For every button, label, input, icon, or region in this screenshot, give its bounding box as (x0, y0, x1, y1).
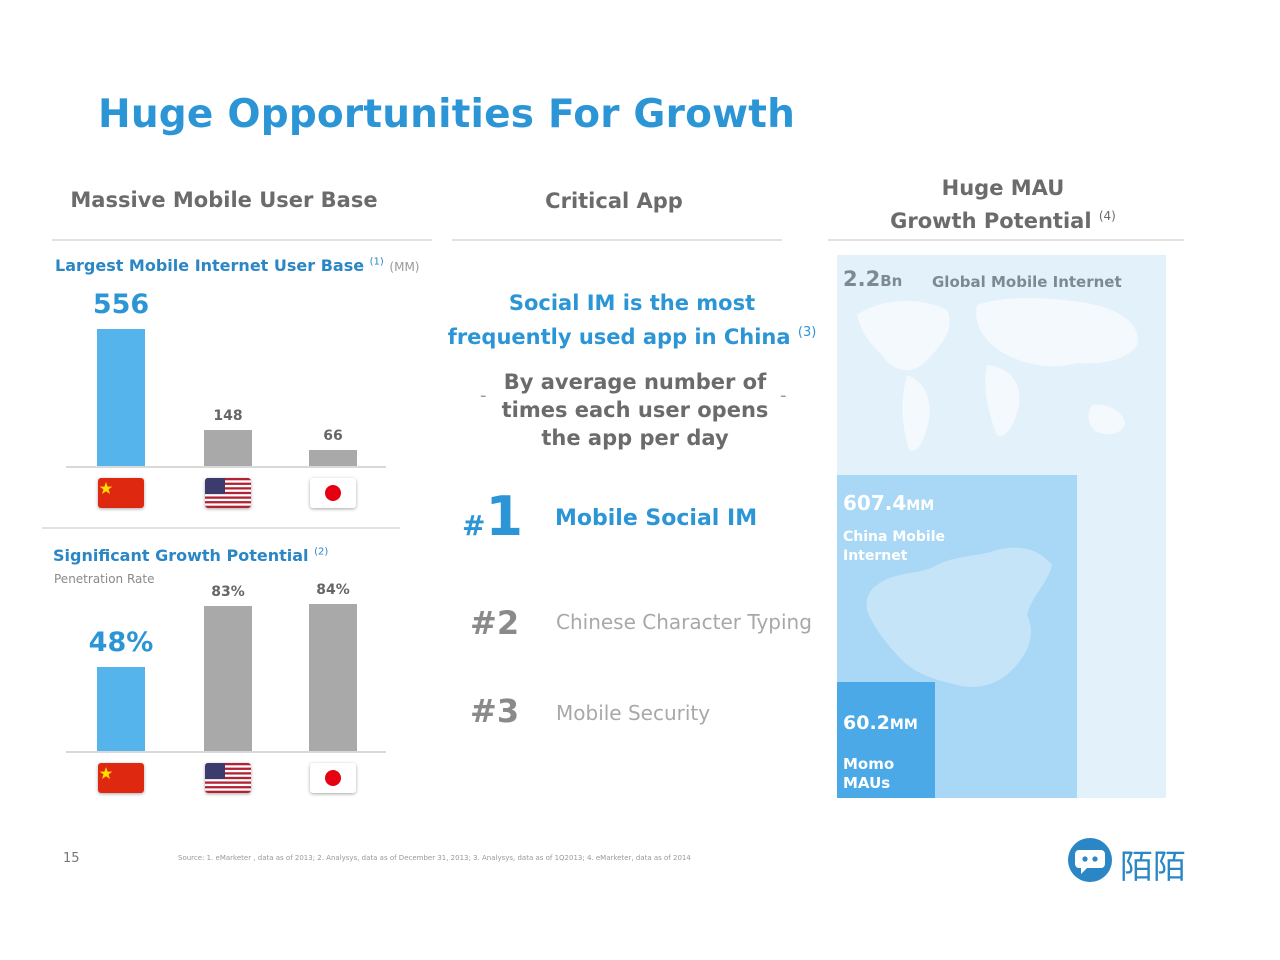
rank-2-label: Chinese Character Typing (556, 610, 812, 634)
rank-3: #3 (470, 692, 520, 730)
bar-usa (204, 606, 252, 751)
chart-baseline (66, 751, 386, 753)
rank-3-label: Mobile Security (556, 701, 711, 725)
global-value: 2.2Bn (843, 267, 903, 291)
momo-logo-text: 陌陌 (1120, 847, 1186, 886)
world-map-graphic (857, 298, 1138, 451)
col1-heading: Massive Mobile User Base (70, 188, 378, 212)
chart-section-divider (42, 527, 400, 529)
headline-line1: Social IM is the most (508, 291, 756, 315)
japan-flag-icon (310, 763, 356, 793)
col3-heading: Huge MAU Growth Potential (4) (830, 174, 1176, 235)
chart2-title: Significant Growth Potential (2) (53, 546, 329, 565)
china-flag-icon (98, 478, 144, 508)
chart2-subtitle: Penetration Rate (54, 572, 155, 586)
china-value: 607.4MM (843, 491, 935, 515)
china-label: China Mobile Internet (843, 529, 945, 564)
momo-maus-box: 60.2MM Momo MAUs (837, 682, 935, 798)
chart1-user-base: 556 148 66 (0, 0, 386, 508)
rank-1-hash: # (462, 509, 486, 542)
col3-heading-line2: Growth Potential (4) (890, 209, 1116, 233)
dash-right: - (780, 385, 787, 406)
footnote-marker: (1) (369, 256, 384, 268)
source-footnote: Source: 1. eMarketer , data as of 2013; … (178, 854, 691, 862)
china-flag-icon (98, 763, 144, 793)
footnote-marker: (2) (314, 546, 329, 558)
dash-left: - (480, 385, 487, 406)
chart1-title: Largest Mobile Internet User Base (1) (M… (55, 256, 420, 275)
bar-china (97, 667, 145, 751)
usa-flag-icon (205, 478, 251, 508)
page-number: 15 (63, 851, 80, 866)
chart1-unit: (MM) (389, 260, 420, 274)
momo-label: Momo MAUs (843, 755, 895, 792)
rank-1: #1 (462, 488, 523, 546)
usa-flag-icon (205, 763, 251, 793)
momo-logo-icon (1068, 838, 1112, 882)
subtext-line2: times each user opens (501, 398, 769, 422)
col3-divider (828, 239, 1184, 241)
subtext-line1: By average number of (503, 370, 767, 394)
slide-title: Huge Opportunities For Growth (98, 92, 796, 137)
global-label: Global Mobile Internet (932, 273, 1122, 291)
china-map-graphic (866, 547, 1052, 687)
headline-line2: frequently used app in China (3) (447, 325, 817, 349)
value-label-usa: 83% (211, 584, 245, 600)
rank-1-number: 1 (485, 485, 524, 548)
japan-flag-icon (310, 478, 356, 508)
rank-2: #2 (470, 604, 520, 642)
bar-japan (309, 450, 357, 466)
chart-baseline (66, 466, 386, 468)
value-label-usa: 148 (213, 408, 243, 424)
momo-value: 60.2MM (843, 712, 918, 734)
value-label-china: 556 (92, 289, 150, 320)
bar-china (97, 329, 145, 466)
col2-divider (452, 239, 782, 241)
bar-usa (204, 430, 252, 466)
critical-app-headline: Social IM is the most frequently used ap… (440, 289, 824, 352)
rank-1-label: Mobile Social IM (555, 506, 758, 531)
chart2-penetration: 48% 83% 84% (0, 0, 386, 793)
col2-heading: Critical App (545, 189, 683, 213)
footnote-marker: (4) (1098, 209, 1116, 223)
value-label-japan: 84% (316, 582, 350, 598)
col1-divider (52, 239, 432, 241)
critical-app-subtext: By average number of times each user ope… (495, 368, 775, 452)
value-label-japan: 66 (323, 428, 343, 444)
footnote-marker: (3) (797, 325, 817, 340)
bar-japan (309, 604, 357, 751)
value-label-china: 48% (88, 627, 154, 658)
col3-heading-line1: Huge MAU (941, 176, 1065, 200)
subtext-line3: the app per day (541, 426, 729, 450)
